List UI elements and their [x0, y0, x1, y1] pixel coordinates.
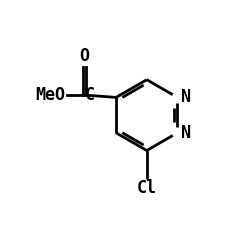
Text: N: N [181, 88, 191, 106]
Text: N: N [181, 124, 191, 142]
Text: MeO: MeO [35, 86, 65, 104]
Text: Cl: Cl [137, 179, 157, 197]
Text: O: O [79, 47, 89, 65]
Text: C: C [85, 86, 95, 104]
